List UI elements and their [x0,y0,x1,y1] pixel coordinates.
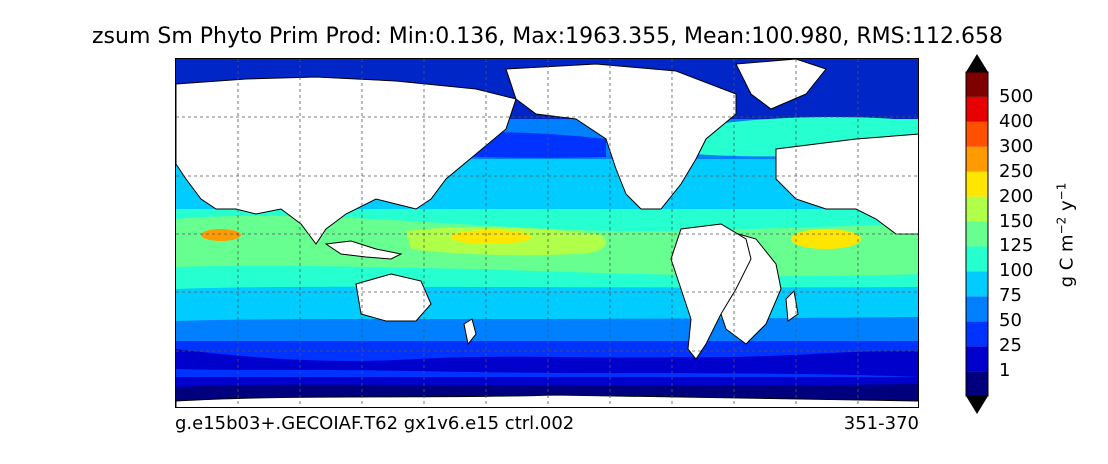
unit-exponent-1: −2 [1054,216,1069,235]
colorbar-tick-label: 150 [999,210,1034,232]
unit-exponent-2: −1 [1054,182,1069,201]
colorbar-segment [966,246,988,272]
gridlines [176,59,918,407]
colorbar-tick-label: 25 [999,335,1022,357]
colorbar-unit-label: g C m−2 y−1 [1055,183,1078,288]
colorbar-tick-label: 200 [999,185,1034,207]
arabian-patch [201,229,241,241]
colorbar-segment [966,171,988,197]
colorbar-tick-label: 250 [999,160,1034,182]
new-zealand [463,318,477,346]
year-range: 351-370 [843,413,919,434]
colorbar-segment [966,271,988,297]
colorbar-tick-label: 1 [999,360,1011,382]
south-subpolar [176,317,918,344]
colorbar-segment [966,121,988,147]
eurasia [176,76,517,245]
figure-title: zsum Sm Phyto Prim Prod: Min:0.136, Max:… [91,24,1003,49]
colorbar-segment [966,96,988,122]
unit-mid: y [1056,200,1078,217]
colorbar-tick-label: 125 [999,235,1034,257]
colorbar-tick-label: 300 [999,135,1034,157]
atlantic-patch [791,229,861,249]
colorbar-tick-label: 500 [999,85,1034,107]
map-panel [175,58,919,408]
productivity-map [176,59,918,407]
madagascar [785,289,799,322]
south-america [670,223,752,360]
colorbar-extend-low [966,396,988,414]
europe-africa-north [775,133,918,235]
land [176,59,918,407]
colorbar-segment [966,296,988,322]
colorbar [965,54,989,414]
colorbar-tick-label: 400 [999,110,1034,132]
colorbar-segment [966,321,988,347]
southern-ocean-dark [176,349,918,377]
colorbar-segment [966,371,988,396]
australia [355,273,432,322]
colorbar-segment [966,72,988,97]
colorbar-segment [966,346,988,372]
run-identifier: g.e15b03+.GECOIAF.T62 gx1v6.e15 ctrl.002 [175,413,575,434]
colorbar-tick-label: 50 [999,310,1022,332]
colorbar-segment [966,221,988,247]
pacific-patch [451,230,531,244]
colorbar-tick-label: 75 [999,285,1022,307]
colorbar-tick-label: 100 [999,260,1034,282]
greenland [735,59,827,110]
indonesia [324,240,403,260]
colorbar-border [965,71,989,397]
unit-prefix: g C m [1056,234,1078,288]
colorbar-segment [966,196,988,222]
colorbar-segment [966,146,988,172]
antarctica [176,394,918,407]
colorbar-extend-high [966,54,988,72]
